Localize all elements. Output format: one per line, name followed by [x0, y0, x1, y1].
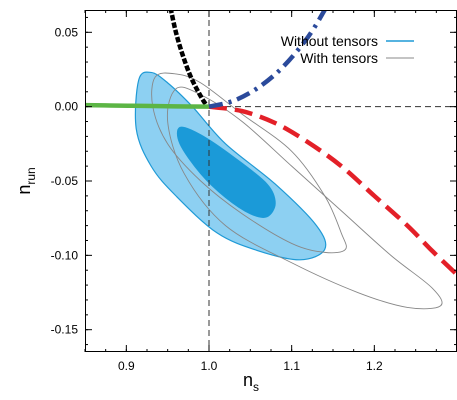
- y-axis-title: nrun: [14, 167, 38, 194]
- legend-label-with-tensors: With tensors: [300, 50, 378, 66]
- legend-label-without-tensors: Without tensors: [281, 33, 378, 49]
- y-tick-label: 0.00: [55, 100, 79, 114]
- curve-solid: [85, 102, 210, 109]
- x-tick-label: 1.2: [366, 359, 383, 373]
- contour-without-tensors-68: [176, 126, 276, 219]
- x-tick-label: 0.9: [118, 359, 135, 373]
- axis-ticks: 0.9 1.0 1.1 1.2 0.05 0.00 -0.05 -0.10 -0.15: [51, 10, 457, 373]
- curve-dashed: [208, 104, 457, 277]
- curve-dotted: [168, 10, 211, 110]
- plot-area: [85, 10, 457, 352]
- y-tick-label: 0.05: [55, 25, 79, 39]
- legend: Without tensors With tensors: [281, 33, 414, 66]
- x-axis-title: ns: [243, 370, 259, 394]
- x-axis-title-sub: s: [253, 380, 259, 394]
- curve-dashdot: [208, 10, 327, 109]
- y-tick-label: -0.05: [51, 174, 79, 188]
- y-axis-title-main: n: [14, 185, 34, 195]
- x-tick-label: 1.1: [283, 359, 300, 373]
- contour-with-tensors-68: [166, 86, 443, 310]
- y-tick-label: -0.10: [51, 248, 79, 262]
- y-tick-label: -0.15: [51, 323, 79, 337]
- y-axis-title-sub: run: [24, 167, 38, 184]
- x-tick-label: 1.0: [201, 359, 218, 373]
- x-axis-title-main: n: [243, 370, 253, 390]
